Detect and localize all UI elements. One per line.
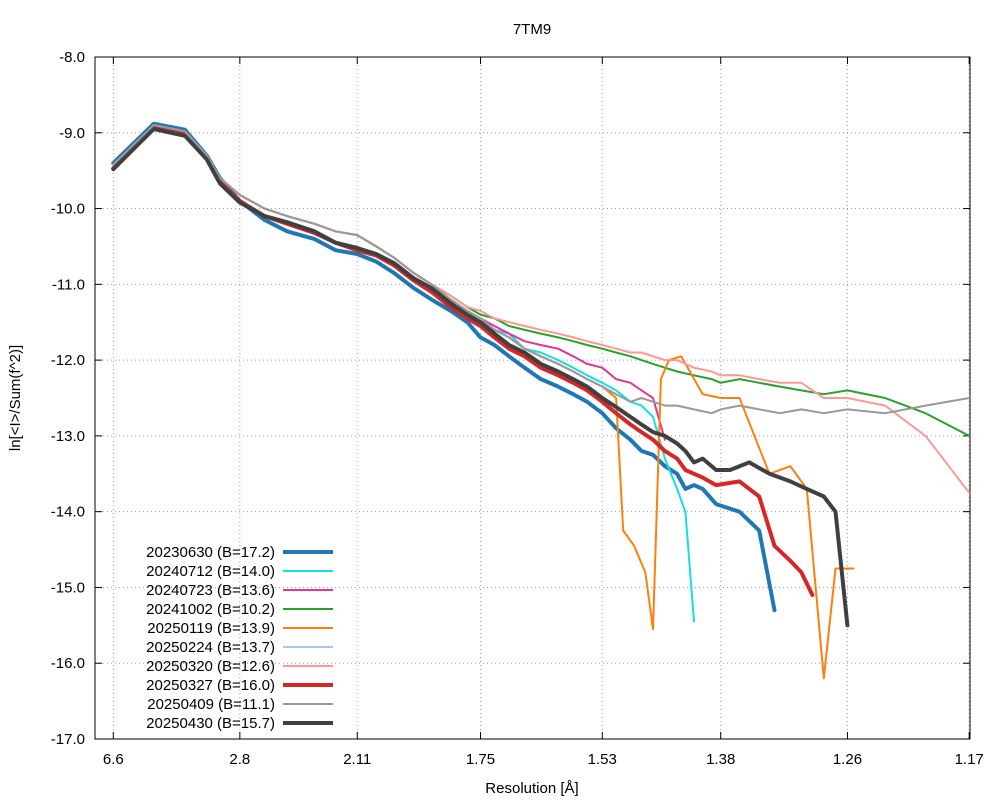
series-line-20241002 (112, 124, 971, 437)
y-tick-label: -10.0 (51, 201, 85, 218)
x-axis-label: Resolution [Å] (485, 780, 578, 797)
chart-title: 7TM9 (513, 21, 551, 38)
legend: 20230630 (B=17.2) 20240712 (B=14.0) 202407… (146, 544, 333, 732)
x-tick-label: 2.8 (229, 751, 250, 768)
series-line-20230630 (111, 121, 777, 613)
x-tick-label: 1.17 (955, 751, 984, 768)
series-line-20250409 (112, 124, 971, 415)
y-tick-label: -12.0 (51, 352, 85, 369)
legend-label: 20250409 (B=11.1) (147, 696, 275, 713)
legend-label: 20240712 (B=14.0) (146, 563, 275, 580)
x-tick-label: 1.75 (466, 751, 495, 768)
x-tick-label: 1.53 (588, 751, 617, 768)
legend-label: 20230630 (B=17.2) (146, 544, 275, 561)
legend-label: 20241002 (B=10.2) (146, 601, 275, 618)
series-line-20250430 (111, 127, 850, 628)
series-line-20250224 (112, 124, 618, 396)
series-line-20240723 (112, 124, 666, 441)
axes: -8.0 -9.0 -10.0 -11.0 -12.0 -13.0 -14.0 -15.0 -1… (51, 49, 984, 768)
legend-label: 20250224 (B=13.7) (146, 639, 275, 656)
y-tick-label: -9.0 (59, 125, 85, 142)
y-tick-label: -8.0 (59, 49, 85, 66)
series-line-20250327 (111, 125, 815, 597)
y-tick-label: -15.0 (51, 579, 85, 596)
x-tick-label: 1.26 (833, 751, 862, 768)
x-tick-label: 6.6 (103, 751, 124, 768)
x-tick-label: 2.11 (343, 751, 371, 768)
series-line-20250320 (112, 124, 971, 494)
legend-label: 20250327 (B=16.0) (146, 677, 275, 694)
y-tick-label: -11.0 (52, 276, 85, 293)
legend-label: 20240723 (B=13.6) (146, 582, 275, 599)
y-tick-label: -17.0 (51, 731, 85, 748)
x-tick-label: 1.38 (706, 751, 735, 768)
y-tick-label: -16.0 (51, 655, 85, 672)
series-layer (111, 121, 971, 680)
y-tick-label: -14.0 (51, 504, 85, 521)
legend-label: 20250430 (B=15.7) (146, 715, 275, 732)
y-tick-label: -13.0 (51, 428, 85, 445)
y-axis-label: ln[<I>/Sum(f^2)] (7, 345, 24, 451)
legend-label: 20250320 (B=12.6) (146, 658, 275, 675)
legend-label: 20250119 (B=13.9) (147, 620, 275, 637)
